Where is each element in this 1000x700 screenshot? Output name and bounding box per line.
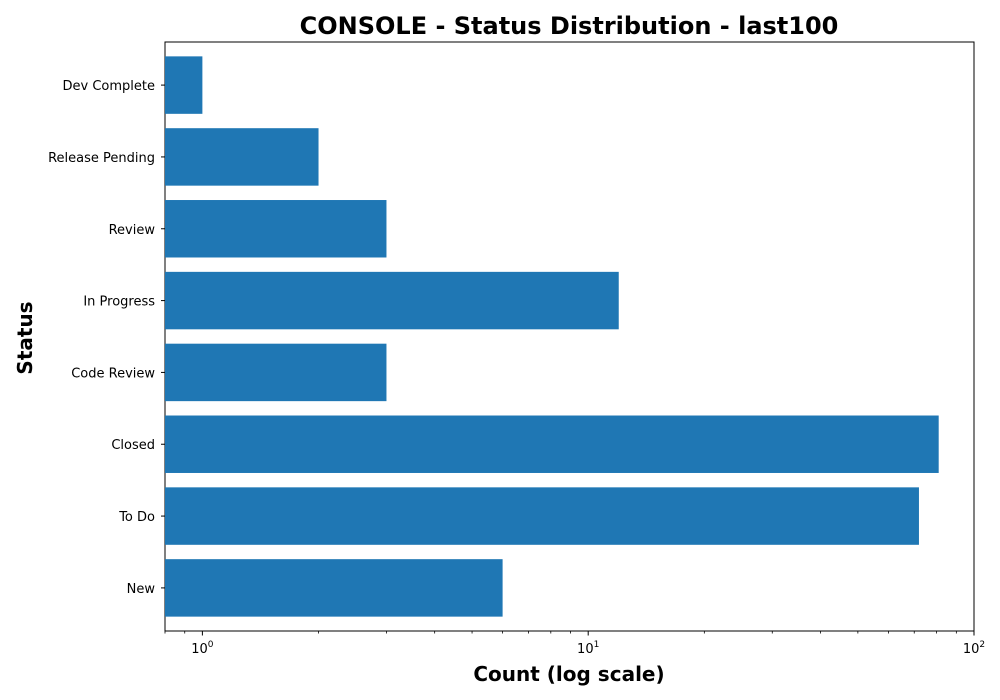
y-tick-label: Dev Complete — [63, 79, 156, 94]
bar-to-do — [165, 487, 919, 544]
bar-dev-complete — [165, 56, 202, 113]
x-axis-ticks: 100 101 102 — [165, 631, 985, 657]
y-tick-label: New — [127, 582, 156, 597]
x-axis-label: Count (log scale) — [473, 662, 664, 686]
chart-title: CONSOLE - Status Distribution - last100 — [300, 12, 839, 40]
y-tick-label: Code Review — [71, 366, 155, 381]
bars-group — [165, 56, 939, 616]
bar-new — [165, 559, 503, 616]
y-tick-label: Closed — [111, 438, 155, 453]
bar-release-pending — [165, 128, 319, 185]
y-tick-label: Review — [109, 223, 156, 238]
x-tick-label: 102 — [963, 640, 985, 657]
y-axis-ticks: New To Do Closed Code Review In Progress Revi… — [48, 79, 165, 597]
x-tick-label: 100 — [191, 640, 214, 657]
x-tick-label: 101 — [577, 640, 599, 657]
y-tick-label: Release Pending — [48, 151, 155, 166]
y-tick-label: In Progress — [83, 295, 155, 310]
y-tick-label: To Do — [118, 510, 155, 525]
bar-code-review — [165, 344, 386, 401]
bar-review — [165, 200, 386, 257]
bar-in-progress — [165, 272, 619, 329]
y-axis-label: Status — [13, 301, 37, 374]
bar-closed — [165, 416, 939, 473]
